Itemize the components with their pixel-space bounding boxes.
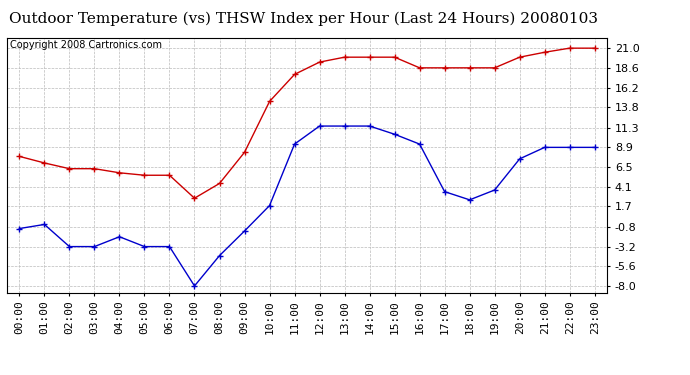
Text: Outdoor Temperature (vs) THSW Index per Hour (Last 24 Hours) 20080103: Outdoor Temperature (vs) THSW Index per … — [9, 11, 598, 26]
Text: Copyright 2008 Cartronics.com: Copyright 2008 Cartronics.com — [10, 40, 162, 50]
